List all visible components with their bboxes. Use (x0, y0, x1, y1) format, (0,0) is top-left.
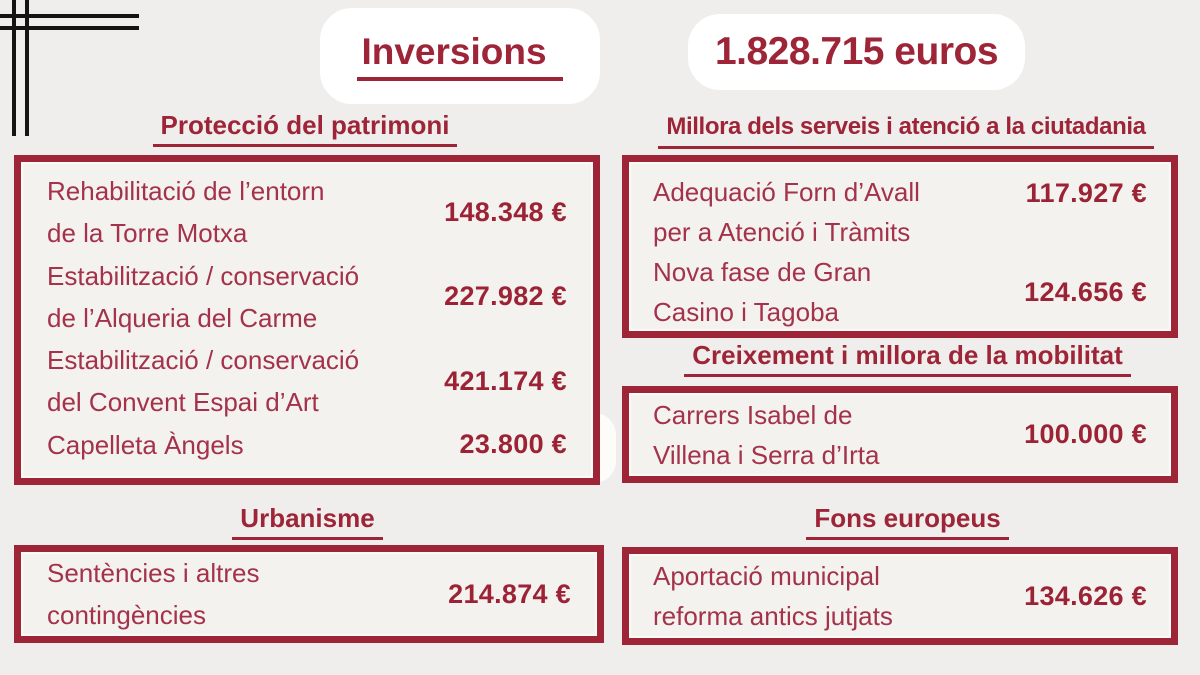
section-title-urbanisme: Urbanisme (0, 503, 615, 540)
budget-item-label: Adequació Forn d’Avall per a Atenció i T… (653, 177, 920, 247)
section-title-mobilitat: Creixement i millora de la mobilitat (615, 340, 1200, 377)
budget-item: Sentències i altres contingències 214.87… (47, 552, 571, 636)
budget-item: Capelleta Àngels 23.800 € (47, 424, 567, 466)
budget-item: Estabilització / conservació del Convent… (47, 339, 567, 423)
budget-item: Nova fase de Gran Casino i Tagoba 124.65… (653, 252, 1147, 332)
section-title-serveis: Millora dels serveis i atenció a la ciut… (612, 112, 1200, 149)
horizontal-line-icon (0, 14, 139, 18)
budget-item-label: Estabilització / conservació de l’Alquer… (47, 260, 360, 333)
budget-item: Adequació Forn d’Avall per a Atenció i T… (653, 172, 1147, 252)
total-amount: 1.828.715 euros (714, 30, 999, 73)
budget-item-amount: 117.927 € (1025, 178, 1147, 208)
section-title-fons: Fons europeus (615, 503, 1200, 540)
section-title-patrimoni: Protecció del patrimoni (0, 110, 610, 147)
section-box-serveis: Adequació Forn d’Avall per a Atenció i T… (622, 155, 1178, 338)
section-box-mobilitat: Carrers Isabel de Villena i Serra d’Irta… (622, 386, 1178, 483)
budget-item-label: Nova fase de Gran Casino i Tagoba (653, 257, 872, 327)
budget-item-amount: 100.000 € (1024, 419, 1147, 449)
budget-item-amount: 214.874 € (448, 578, 571, 609)
budget-item: Estabilització / conservació de l’Alquer… (47, 255, 567, 339)
budget-item-amount: 134.626 € (1024, 580, 1147, 611)
budget-item: Carrers Isabel de Villena i Serra d’Irta… (653, 395, 1147, 475)
budget-item-amount: 148.348 € (444, 196, 567, 227)
vertical-line-icon (12, 0, 16, 136)
vertical-line-icon (25, 0, 29, 136)
budget-item: Rehabilitació de l’entorn de la Torre Mo… (47, 170, 567, 254)
total-amount-pill: 1.828.715 euros (688, 14, 1025, 90)
horizontal-line-icon (0, 26, 139, 30)
section-box-fons: Aportació municipal reforma antics jutja… (622, 547, 1178, 645)
budget-item-label: Capelleta Àngels (47, 429, 244, 460)
budget-item-label: Carrers Isabel de Villena i Serra d’Irta (653, 399, 880, 470)
budget-item-label: Aportació municipal reforma antics jutja… (653, 561, 893, 631)
page-title: Inversions (357, 31, 563, 81)
budget-item: Aportació municipal reforma antics jutja… (653, 556, 1147, 636)
budget-item-amount: 124.656 € (1024, 276, 1147, 307)
section-box-patrimoni: Rehabilitació de l’entorn de la Torre Mo… (14, 155, 600, 485)
budget-item-amount: 421.174 € (444, 365, 567, 396)
budget-item-amount: 23.800 € (459, 429, 567, 460)
budget-item-amount: 227.982 € (444, 281, 567, 312)
section-box-urbanisme: Sentències i altres contingències 214.87… (14, 545, 604, 643)
title-pill: Inversions (320, 8, 600, 104)
budget-item-label: Sentències i altres contingències (47, 558, 260, 630)
budget-item-label: Estabilització / conservació del Convent… (47, 345, 360, 418)
budget-item-label: Rehabilitació de l’entorn de la Torre Mo… (47, 176, 325, 248)
